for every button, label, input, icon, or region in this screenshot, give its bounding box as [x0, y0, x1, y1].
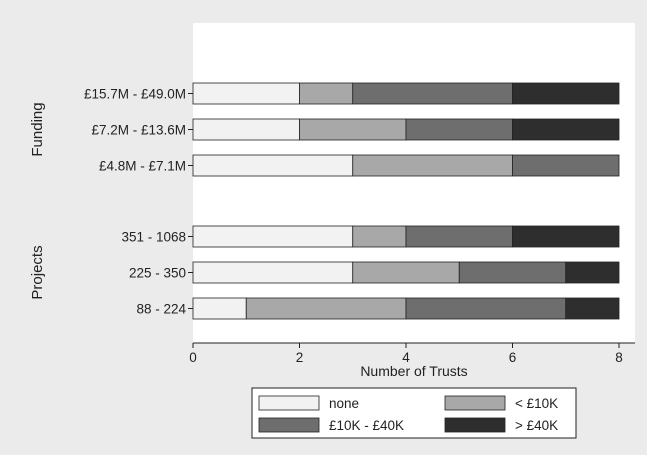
bar-segment: [565, 297, 620, 320]
plot-area: [193, 23, 635, 343]
legend-swatch: [258, 417, 320, 433]
category-label: £4.8M - £7.1M: [99, 159, 186, 174]
x-tick-label: 2: [296, 350, 304, 365]
bar-segment: [512, 154, 620, 177]
group-label: Funding: [29, 102, 46, 156]
legend: none < £10K £10K - £40K > £40K: [251, 387, 577, 439]
bar-segment: [352, 261, 460, 284]
bar-segment: [299, 118, 407, 141]
category-label: 225 - 350: [129, 266, 186, 281]
legend-label: > £40K: [515, 418, 558, 433]
bar-segment: [192, 261, 354, 284]
bar-segment: [512, 118, 620, 141]
x-axis: 0 2 4 6 8: [189, 342, 635, 365]
bar-segment: [352, 154, 513, 177]
x-axis-title: Number of Trusts: [360, 363, 467, 379]
group-label: Projects: [29, 245, 46, 299]
bar-segment: [352, 225, 407, 248]
category-label: 88 - 224: [136, 302, 186, 317]
bar-segment: [192, 297, 247, 320]
bar-segment: [192, 82, 300, 105]
bar-segment: [245, 297, 407, 320]
bars-layer: [192, 82, 620, 320]
category-label: £15.7M - £49.0M: [84, 87, 186, 102]
x-tick-label: 8: [615, 350, 623, 365]
legend-swatch: [258, 395, 320, 411]
x-tick-label: 4: [402, 350, 410, 365]
bar-segment: [405, 118, 513, 141]
x-tick-label: 0: [189, 350, 197, 365]
bar-segment: [192, 154, 354, 177]
bar-segment: [405, 225, 513, 248]
bar-segment: [192, 225, 354, 248]
bar-segment: [352, 82, 513, 105]
bar-segment: [192, 118, 300, 141]
bar-segment: [565, 261, 620, 284]
legend-swatch: [444, 417, 506, 433]
x-tick-label: 6: [509, 350, 517, 365]
bar-segment: [405, 297, 567, 320]
bar-segment: [512, 225, 620, 248]
bar-segment: [458, 261, 567, 284]
legend-label: £10K - £40K: [329, 418, 404, 433]
bar-segment: [512, 82, 620, 105]
category-labels-layer: £15.7M - £49.0M £7.2M - £13.6M £4.8M - £7.…: [29, 87, 193, 317]
legend-label: < £10K: [515, 396, 558, 411]
category-label: 351 - 1068: [121, 230, 186, 245]
bar-segment: [299, 82, 354, 105]
legend-label: none: [329, 396, 359, 411]
legend-swatch: [444, 395, 506, 411]
category-label: £7.2M - £13.6M: [91, 123, 186, 138]
